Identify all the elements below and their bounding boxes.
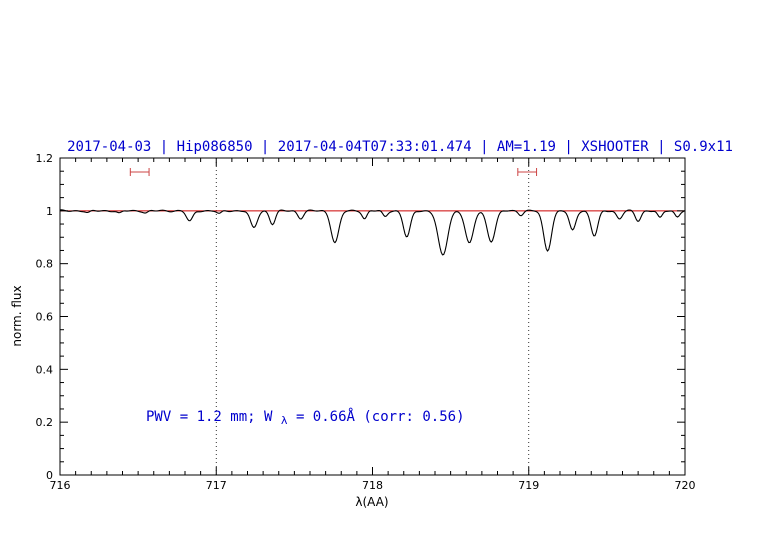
y-tick-label: 1.2 [36, 152, 54, 165]
y-tick-label: 0.8 [36, 258, 54, 271]
x-tick-label: 716 [50, 479, 71, 492]
pwv-annotation-pre: PWV = 1.2 mm; W [146, 409, 273, 425]
pwv-annotation-subscript: λ [281, 414, 288, 427]
y-tick-label: 0 [46, 469, 53, 482]
y-tick-label: 0.6 [36, 311, 54, 324]
spectrum-path [59, 209, 686, 256]
plot-layers: 716 717 718 719 720 0 0.2 0.4 0.6 0.8 1 1.2 [36, 152, 696, 492]
pwv-annotation-post: = 0.66Å (corr: 0.56) [296, 408, 465, 425]
y-tick-label: 0.4 [36, 363, 54, 376]
x-tick-label: 719 [518, 479, 539, 492]
x-axis-label: λ(AA) [355, 495, 388, 509]
x-tick-label: 720 [675, 479, 696, 492]
plot-title: 2017-04-03 | Hip086850 | 2017-04-04T07:3… [67, 139, 733, 155]
y-tick-label: 0.2 [36, 416, 54, 429]
pwv-annotation: PWV = 1.2 mm; W λ = 0.66Å (corr: 0.56) [146, 408, 465, 428]
axis-frame [59, 157, 686, 476]
x-tick-label: 718 [362, 479, 383, 492]
y-tick-label: 1 [46, 205, 53, 218]
x-tick-label: 717 [206, 479, 227, 492]
y-axis-label: norm. flux [10, 285, 24, 346]
